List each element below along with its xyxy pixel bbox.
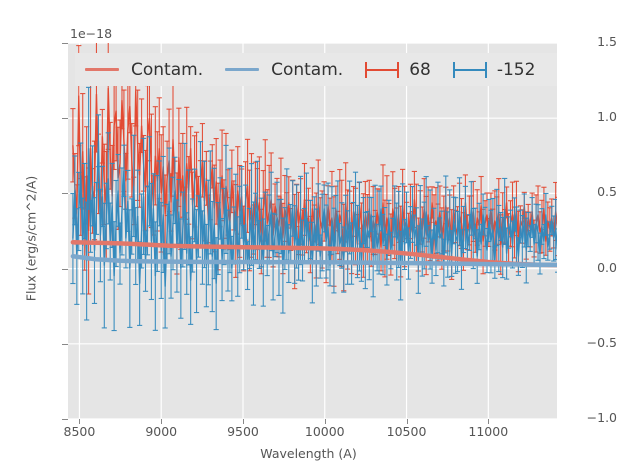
plot-svg	[68, 43, 557, 419]
x-tick-label: 11000	[468, 424, 509, 439]
legend-box: Contam. Contam. 68 -152	[75, 53, 557, 86]
legend-label: Contam.	[271, 59, 344, 80]
x-tick-mark	[488, 419, 490, 424]
x-tick-label: 10500	[386, 424, 427, 439]
contamination-line	[70, 254, 557, 268]
x-tick-mark	[324, 419, 326, 424]
y-tick-mark	[62, 419, 68, 420]
legend-errorbar-swatch	[452, 61, 487, 78]
y-tick-label: 1.0	[597, 109, 617, 125]
legend-errorbar-swatch	[365, 61, 400, 78]
x-tick-label: 10000	[304, 424, 345, 439]
y-tick-label: 1.5	[597, 34, 617, 49]
legend-label: 68	[409, 59, 431, 80]
y-tick-label: −1.0	[586, 410, 617, 425]
x-axis-title: Wavelength (A)	[260, 446, 357, 461]
legend-entry-68[interactable]: 68	[365, 60, 431, 80]
x-tick-mark	[79, 419, 81, 424]
x-tick-label: 9000	[145, 424, 178, 439]
y-tick-label: 0.0	[597, 259, 617, 275]
legend-entry--152[interactable]: -152	[452, 59, 536, 80]
legend-entry-contam[interactable]: Contam.	[85, 60, 203, 80]
x-tick-mark	[161, 419, 163, 424]
legend-line-swatch	[225, 68, 260, 71]
y-axis-offset-text: 1e−18	[70, 26, 113, 41]
legend-label: Contam.	[131, 59, 204, 80]
legend-label: -152	[496, 59, 536, 80]
plot-area	[68, 43, 557, 419]
legend-entry-contam[interactable]: Contam.	[225, 60, 343, 80]
series--152	[70, 86, 557, 332]
x-tick-label: 8500	[63, 424, 96, 439]
y-axis-title: Flux (erg/s/cm^2/A)	[23, 175, 39, 302]
legend-line-swatch	[85, 68, 119, 71]
x-tick-label: 9500	[227, 424, 259, 439]
y-tick-mark	[62, 343, 68, 345]
y-tick-mark	[62, 193, 68, 195]
y-tick-mark	[62, 43, 68, 44]
contamination-line	[70, 240, 557, 268]
x-tick-mark	[406, 419, 408, 424]
y-tick-mark	[62, 268, 68, 270]
y-tick-mark	[62, 118, 68, 120]
y-tick-label: −0.5	[586, 334, 617, 350]
x-tick-mark	[242, 419, 244, 424]
y-tick-label: 0.5	[597, 184, 617, 200]
